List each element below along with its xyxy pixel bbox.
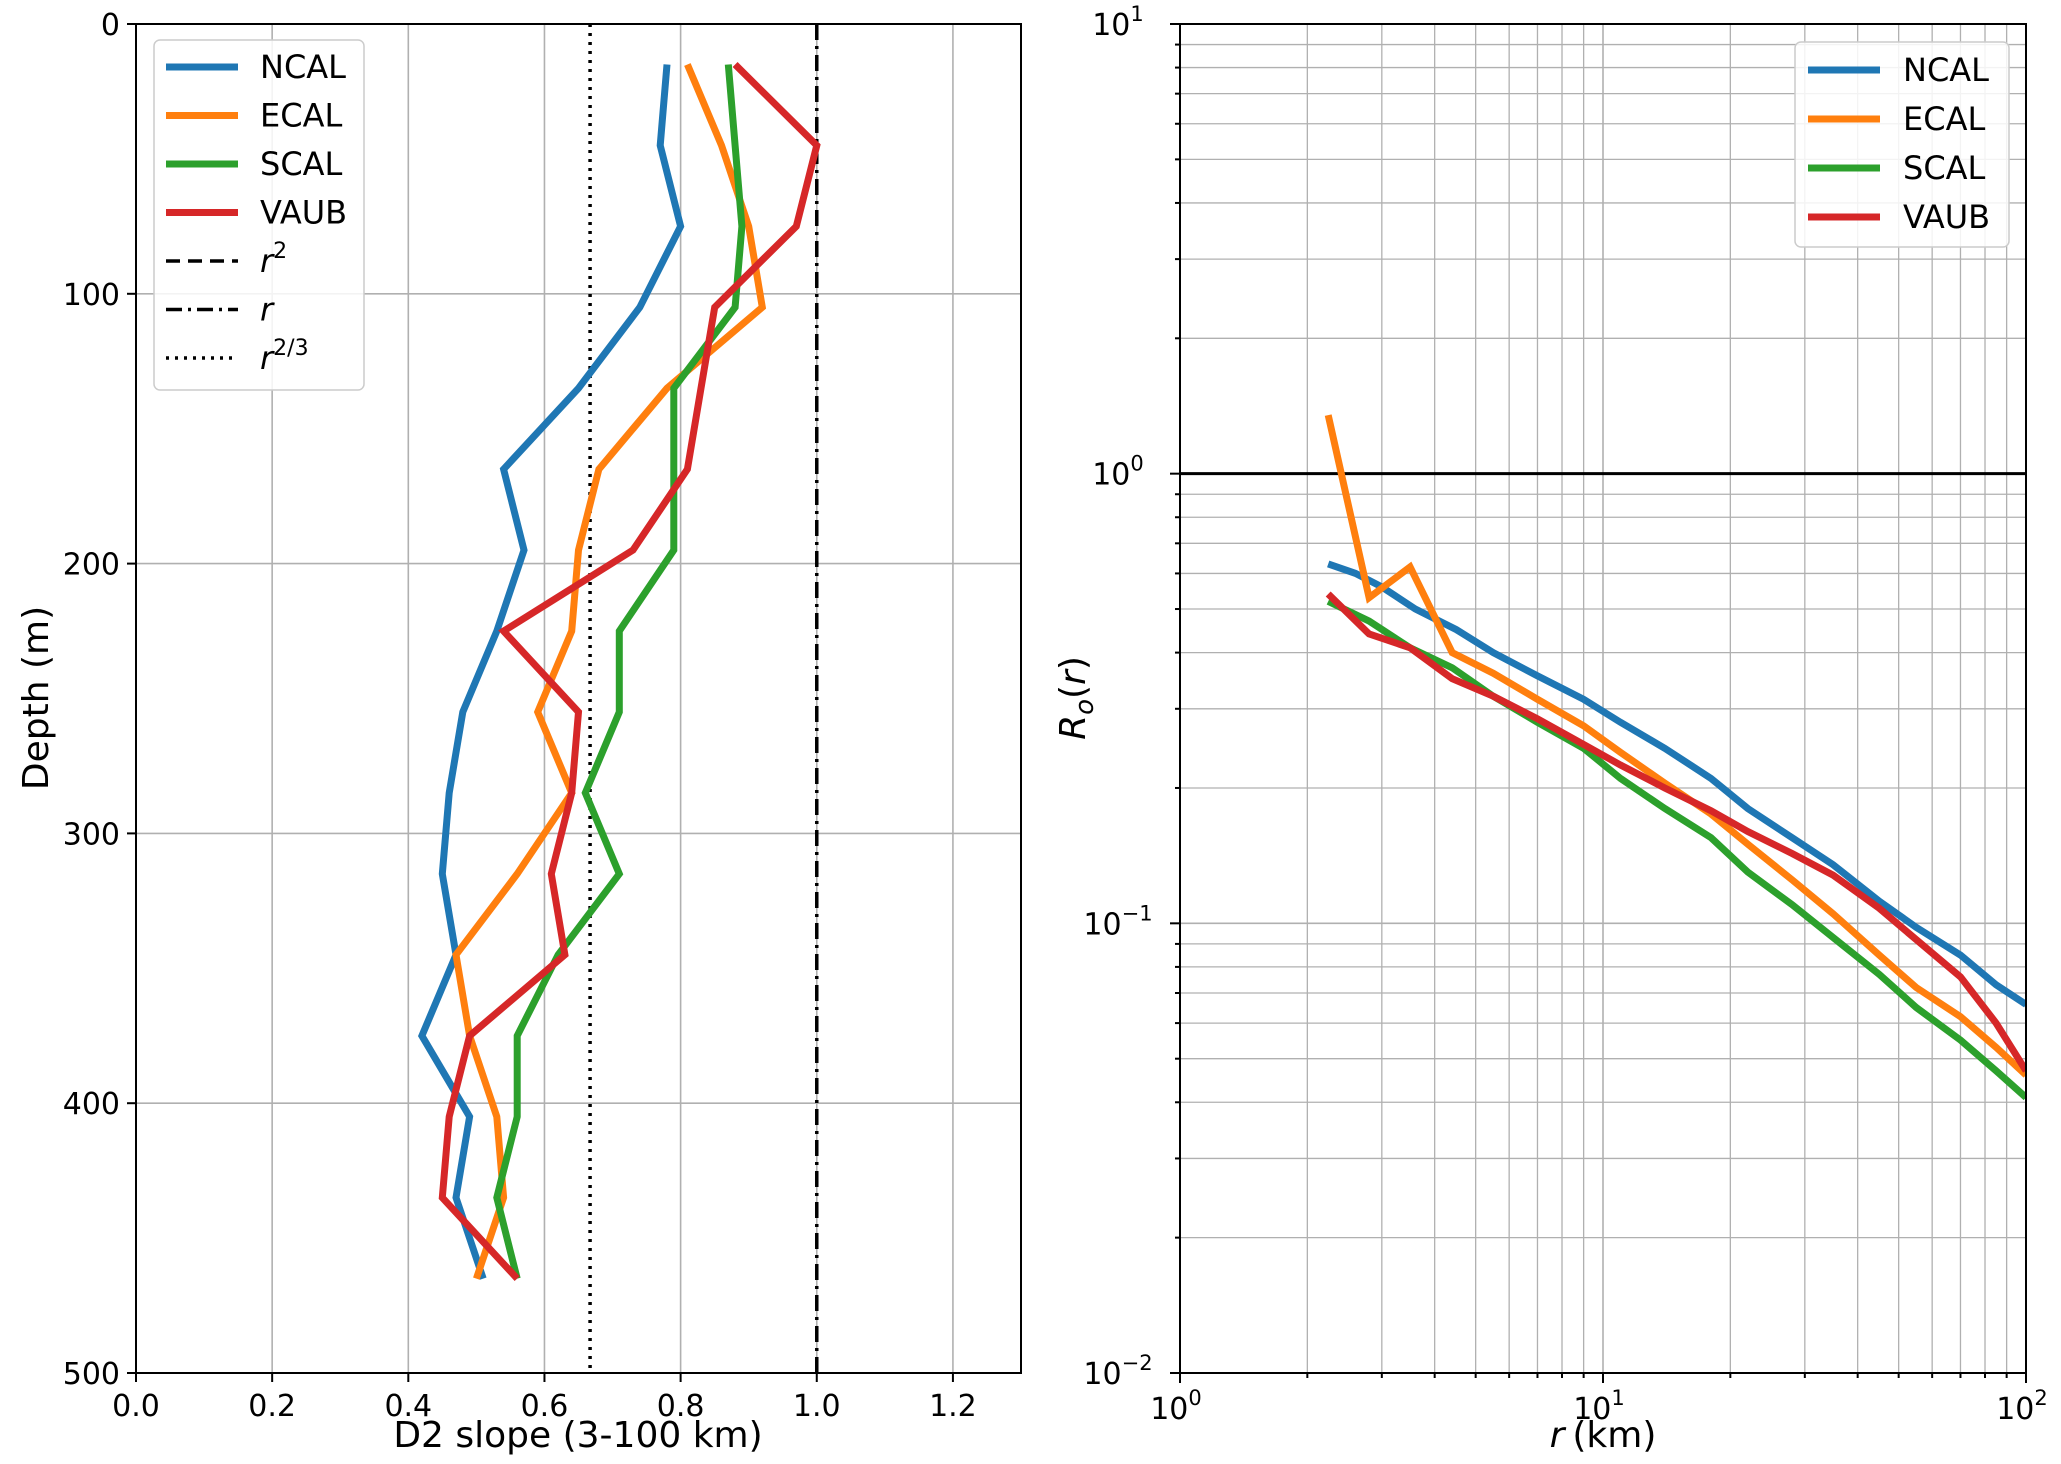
right-x-axis-label-var: r — [1550, 1415, 1567, 1456]
right-x-axis-label: r (km) — [1550, 1415, 1657, 1456]
left-panel: 0.0 0.2 0.4 0.6 0.8 1.0 1.2 0 100 200 300 400 500 D… — [16, 8, 1022, 1456]
right-y-tick-label: 10−2 — [1083, 1351, 1152, 1392]
right-legend-label: ECAL — [1903, 100, 1985, 138]
left-x-tick-label: 0.0 — [112, 1389, 160, 1424]
left-reference-lines — [588, 24, 819, 1373]
left-y-tick-label: 0 — [101, 8, 120, 43]
left-y-tick-label: 500 — [63, 1357, 120, 1392]
left-series — [417, 62, 821, 1281]
right-series-line-scal — [1326, 598, 2026, 1101]
left-legend-box — [153, 39, 365, 391]
left-legend: NCAL ECAL SCAL VAUB r2 r r2/3 — [153, 39, 365, 391]
left-y-axis-label: Depth (m) — [16, 606, 57, 790]
right-x-tick-label: 100 — [1150, 1386, 1202, 1427]
left-x-tick-label: 0.4 — [384, 1389, 432, 1424]
left-legend-label: NCAL — [260, 48, 346, 86]
right-legend-label: VAUB — [1903, 198, 1990, 236]
right-legend-box — [1794, 41, 2010, 248]
right-y-tick-label: 101 — [1092, 2, 1144, 43]
right-series — [1324, 414, 2026, 1101]
right-y-ticks: 10−2 10−1 100 101 — [1083, 2, 1180, 1392]
right-y-axis-label: Ro(r) — [1053, 656, 1100, 740]
left-axes-frame — [135, 23, 1022, 1374]
left-y-tick-label: 400 — [63, 1087, 120, 1122]
right-x-ticks: 100 101 102 — [1150, 1373, 2048, 1427]
left-x-tick-label: 0.8 — [657, 1389, 705, 1424]
right-gridlines — [1179, 24, 2027, 1374]
right-y-tick-label: 100 — [1092, 452, 1144, 493]
right-x-tick-label: 102 — [1996, 1386, 2048, 1427]
left-y-tick-label: 200 — [63, 548, 120, 583]
right-legend-label: SCAL — [1903, 149, 1986, 187]
left-series-line-vaub — [438, 62, 821, 1281]
left-legend-label: VAUB — [260, 194, 347, 232]
left-legend-label: ECAL — [260, 97, 342, 135]
right-x-axis-label-unit: (km) — [1572, 1415, 1656, 1456]
right-series-line-ncal — [1327, 560, 2026, 1008]
left-x-tick-label: 1.0 — [793, 1389, 841, 1424]
left-x-axis-label: D2 slope (3-100 km) — [393, 1415, 762, 1456]
left-legend-label: r2/3 — [260, 336, 309, 377]
right-series-line-vaub — [1325, 591, 2026, 1073]
left-x-tick-label: 0.2 — [248, 1389, 296, 1424]
right-x-tick-label: 101 — [1573, 1386, 1625, 1427]
left-series-line-scal — [493, 64, 746, 1280]
right-legend-label: NCAL — [1903, 51, 1989, 89]
left-x-tick-label: 1.2 — [929, 1389, 977, 1424]
left-legend-label: SCAL — [260, 145, 343, 183]
right-legend: NCAL ECAL SCAL VAUB — [1794, 41, 2010, 248]
left-x-tick-label: 0.6 — [521, 1389, 569, 1424]
left-legend-label: r2 — [260, 239, 287, 280]
left-legend-label: r — [260, 291, 275, 329]
right-y-tick-label: 10−1 — [1083, 901, 1152, 942]
left-y-tick-label: 100 — [63, 278, 120, 313]
left-y-tick-label: 300 — [63, 817, 120, 852]
left-y-ticks: 0 100 200 300 400 500 — [63, 8, 136, 1392]
left-series-line-ncal — [417, 64, 685, 1280]
left-x-ticks: 0.0 0.2 0.4 0.6 0.8 1.0 1.2 — [112, 1373, 977, 1424]
right-panel: 100 101 102 10−2 10−1 100 101 r (km) Ro(r) NCA… — [1053, 2, 2048, 1456]
